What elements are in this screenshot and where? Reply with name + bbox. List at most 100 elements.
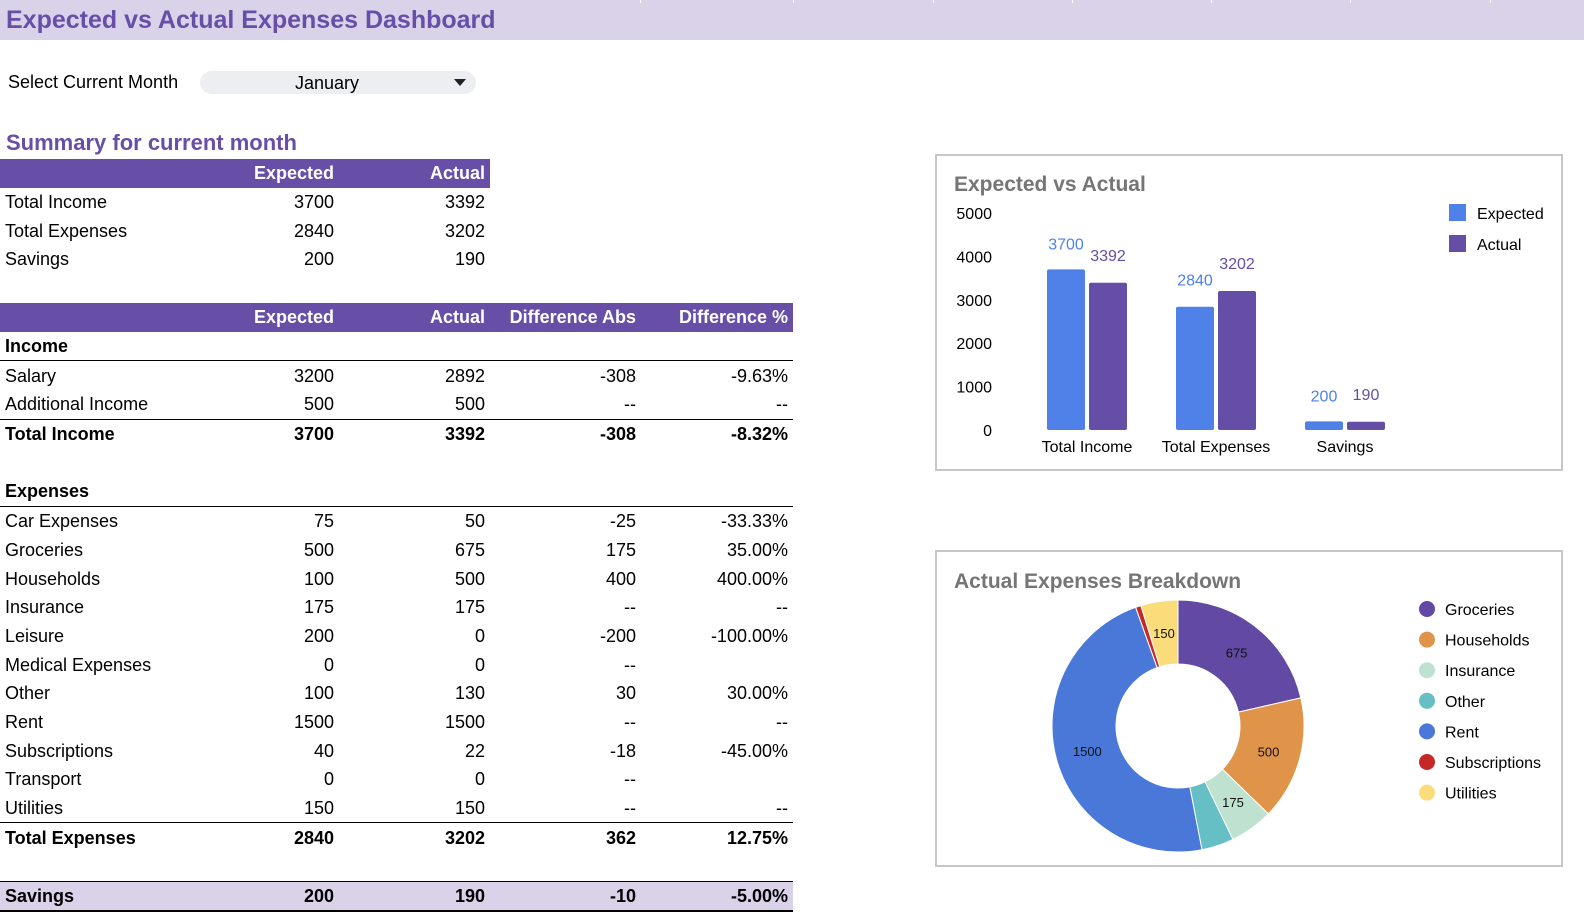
diff-pct-cell: -- — [776, 597, 788, 618]
slice-groceries[interactable] — [1177, 599, 1302, 713]
legend-label: Subscriptions — [1445, 755, 1541, 772]
month-select-value: January — [294, 73, 360, 93]
diff-abs-cell: -308 — [599, 365, 636, 386]
label-cell: Other — [5, 683, 51, 704]
expense-total-row: Total Expenses 2840 3202 362 12.75% — [0, 822, 793, 853]
slice-data-label: 675 — [1226, 645, 1248, 660]
label-cell: Savings — [0, 880, 235, 913]
legend-swatch — [1419, 754, 1435, 770]
detail-table: Expected Actual Difference Abs Differenc… — [0, 303, 793, 913]
table-row: Transport 0 0 -- — [0, 765, 793, 794]
expected-cell: 0 — [323, 769, 334, 790]
bar-expected[interactable] — [1305, 421, 1343, 430]
dropdown-arrow-icon[interactable] — [454, 79, 466, 86]
actual-cell: 190 — [339, 880, 490, 913]
y-tick-label: 1000 — [956, 380, 992, 397]
legend-swatch — [1449, 204, 1466, 221]
actual-cell: 3202 — [339, 822, 490, 853]
actual-cell: 675 — [454, 539, 485, 560]
label-cell: Leisure — [5, 625, 65, 646]
label-cell: Salary — [5, 365, 57, 386]
bar-actual[interactable] — [1089, 282, 1127, 430]
y-tick-label: 4000 — [956, 249, 992, 266]
label-cell: Medical Expenses — [5, 654, 152, 675]
table-row: Car Expenses 75 50 -25 -33.33% — [0, 506, 793, 535]
slice-data-label: 1500 — [1073, 744, 1102, 759]
label-cell: Utilities — [5, 798, 64, 819]
bar-expected[interactable] — [1176, 306, 1214, 430]
actual-cell: 0 — [474, 769, 485, 790]
label-cell: Car Expenses — [5, 511, 119, 532]
table-row: Medical Expenses 0 0 -- — [0, 650, 793, 679]
actual-cell: 500 — [454, 394, 485, 415]
slice-data-label: 175 — [1222, 795, 1244, 810]
title-bar: Expected vs Actual Expenses Dashboard — [0, 0, 1584, 40]
summary-row-total-income: Total Income 3700 3392 — [0, 188, 490, 217]
detail-header-label — [0, 303, 235, 332]
expected-cell: 3200 — [293, 365, 334, 386]
spacer-row — [0, 448, 793, 477]
legend-swatch — [1419, 662, 1435, 679]
diff-pct-cell: -- — [776, 711, 788, 732]
legend-label: Expected — [1477, 206, 1544, 223]
row-label: Total Income — [5, 192, 108, 213]
table-row: Other 100 130 30 30.00% — [0, 679, 793, 708]
chart-title: Actual Expenses Breakdown — [954, 570, 1241, 593]
label-cell: Additional Income — [5, 394, 149, 415]
row-label: Total Expenses — [5, 220, 128, 241]
diff-abs-cell: -- — [624, 394, 636, 415]
label-cell: Subscriptions — [5, 740, 114, 761]
actual-cell: 0 — [474, 654, 485, 675]
actual-cell: 3392 — [339, 418, 490, 449]
income-section-row: Income — [0, 331, 793, 362]
label-cell: Total Expenses — [0, 822, 235, 853]
expected-cell: 3700 — [235, 418, 339, 449]
diff-abs-cell: -- — [624, 597, 636, 618]
diff-pct-cell: -9.63% — [730, 365, 788, 386]
diff-pct-cell: 35.00% — [726, 539, 788, 560]
summary-row-total-expenses: Total Expenses 2840 3202 — [0, 216, 490, 245]
table-row: Groceries 500 675 175 35.00% — [0, 536, 793, 565]
label-cell: Total Income — [0, 418, 235, 449]
expected-cell: 200 — [303, 625, 334, 646]
month-select-dropdown[interactable]: January — [200, 71, 476, 94]
diff-abs-cell: 400 — [605, 568, 636, 589]
bar-actual[interactable] — [1347, 421, 1385, 430]
table-row: Leisure 200 0 -200 -100.00% — [0, 622, 793, 651]
legend-swatch — [1419, 692, 1435, 709]
legend-label: Insurance — [1445, 663, 1515, 680]
summary-heading: Summary for current month — [6, 130, 297, 155]
legend-label: Utilities — [1445, 786, 1497, 803]
diff-pct-cell — [641, 765, 793, 794]
expected-value: 200 — [303, 249, 334, 270]
bar-data-label: 190 — [1353, 387, 1380, 404]
slice-data-label: 500 — [1258, 744, 1280, 759]
slice-utilities[interactable] — [1140, 599, 1179, 668]
legend-label: Actual — [1477, 237, 1521, 254]
bar-expected[interactable] — [1047, 269, 1085, 430]
legend-label: Households — [1445, 633, 1530, 650]
diff-abs-cell: 362 — [490, 822, 641, 853]
table-row: Subscriptions 40 22 -18 -45.00% — [0, 736, 793, 765]
label-cell: Transport — [5, 769, 82, 790]
actual-cell: 500 — [454, 568, 485, 589]
expected-cell: 0 — [323, 654, 334, 675]
diff-abs-cell: -18 — [609, 740, 636, 761]
expected-cell: 75 — [313, 511, 334, 532]
spacer-row — [0, 852, 793, 881]
summary-row-savings: Savings 200 190 — [0, 245, 490, 274]
bar-actual[interactable] — [1218, 291, 1256, 430]
table-row: Salary 3200 2892 -308 -9.63% — [0, 361, 793, 390]
expected-cell: 1500 — [293, 711, 334, 732]
legend-swatch — [1419, 631, 1435, 648]
detail-header-diff-abs: Difference Abs — [490, 303, 641, 332]
table-row: Additional Income 500 500 -- -- — [0, 390, 793, 419]
y-tick-label: 3000 — [956, 293, 992, 310]
slice-data-label: 150 — [1153, 626, 1175, 641]
table-row: Households 100 500 400 400.00% — [0, 564, 793, 593]
label-cell: Households — [5, 568, 101, 589]
actual-cell: 130 — [454, 683, 485, 704]
slice-rent[interactable] — [1051, 606, 1203, 853]
expenses-breakdown-chart[interactable]: Actual Expenses Breakdown 675 500 175 1500 15… — [935, 550, 1563, 867]
expected-vs-actual-chart[interactable]: Expected vs Actual 0 1000 2000 3000 4000 5000 T… — [935, 154, 1563, 471]
